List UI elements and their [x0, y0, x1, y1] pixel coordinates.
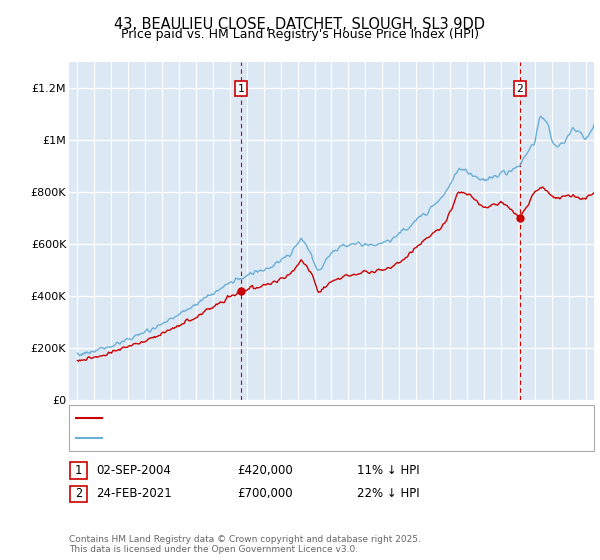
Text: 1: 1	[238, 83, 245, 94]
Text: 2: 2	[517, 83, 523, 94]
Text: HPI: Average price, detached house, Windsor and Maidenhead: HPI: Average price, detached house, Wind…	[106, 433, 431, 443]
Text: £700,000: £700,000	[237, 487, 293, 501]
Text: 22% ↓ HPI: 22% ↓ HPI	[357, 487, 419, 501]
Text: £420,000: £420,000	[237, 464, 293, 477]
Text: 11% ↓ HPI: 11% ↓ HPI	[357, 464, 419, 477]
Text: 43, BEAULIEU CLOSE, DATCHET, SLOUGH, SL3 9DD: 43, BEAULIEU CLOSE, DATCHET, SLOUGH, SL3…	[115, 17, 485, 32]
Text: Price paid vs. HM Land Registry's House Price Index (HPI): Price paid vs. HM Land Registry's House …	[121, 28, 479, 41]
Text: 2: 2	[75, 487, 82, 501]
Text: 24-FEB-2021: 24-FEB-2021	[96, 487, 172, 501]
Text: 43, BEAULIEU CLOSE, DATCHET, SLOUGH, SL3 9DD (detached house): 43, BEAULIEU CLOSE, DATCHET, SLOUGH, SL3…	[106, 413, 466, 423]
Text: 02-SEP-2004: 02-SEP-2004	[96, 464, 171, 477]
Text: 1: 1	[75, 464, 82, 477]
Text: Contains HM Land Registry data © Crown copyright and database right 2025.
This d: Contains HM Land Registry data © Crown c…	[69, 535, 421, 554]
